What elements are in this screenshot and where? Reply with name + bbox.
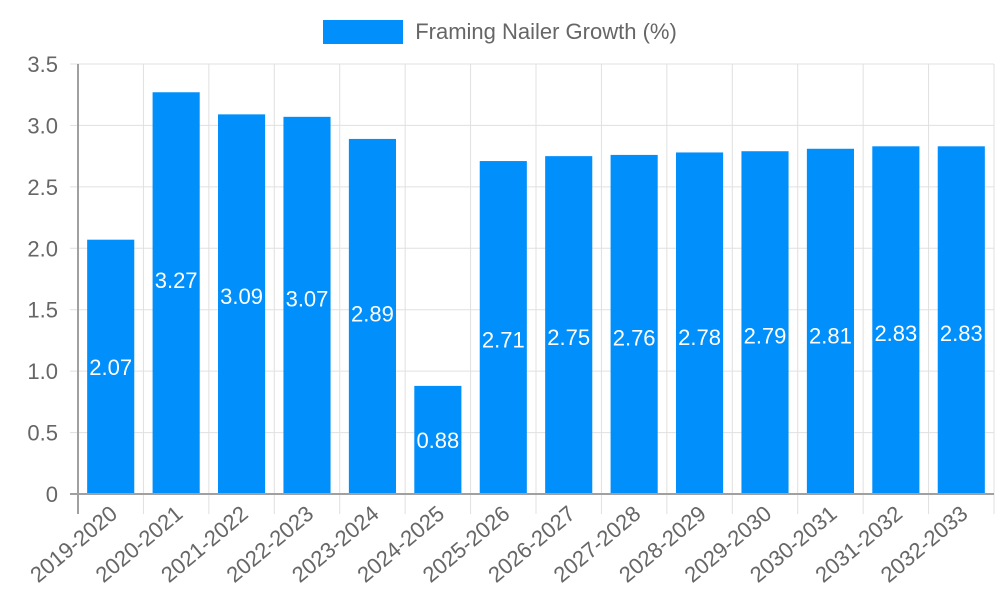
- y-tick-label: 3.0: [27, 113, 58, 138]
- bar: [872, 146, 920, 495]
- bar-value-label: 3.27: [155, 268, 198, 293]
- y-tick-label: 0: [46, 482, 58, 507]
- bar: [937, 146, 985, 495]
- bar-data-labels: 2.07 3.27 3.09 3.07 2.89 0.88 2.71 2.75 2.76 2.78…: [89, 268, 982, 453]
- bar-value-label: 2.07: [89, 355, 132, 380]
- bar: [676, 152, 724, 494]
- bar: [545, 156, 593, 494]
- bar: [218, 114, 266, 494]
- bar: [479, 161, 527, 495]
- bar-value-label: 2.83: [874, 321, 917, 346]
- bar: [806, 148, 854, 494]
- bar-value-label: 2.89: [351, 301, 394, 326]
- bar-value-label: 0.88: [416, 428, 459, 453]
- bar: [414, 385, 462, 494]
- bar-value-label: 3.09: [220, 284, 263, 309]
- bar-value-label: 2.83: [940, 321, 983, 346]
- bar: [741, 151, 789, 494]
- y-tick-label: 1.0: [27, 359, 58, 384]
- bar-value-label: 2.71: [482, 328, 525, 353]
- x-axis-ticks: 2019-20202020-20212021-20222022-20232023…: [25, 501, 972, 588]
- bar: [87, 239, 135, 494]
- bar: [348, 138, 396, 494]
- grid-lines: [70, 63, 995, 514]
- y-tick-label: 3.5: [27, 52, 58, 77]
- legend-swatch: [323, 20, 404, 44]
- bar: [283, 116, 331, 494]
- y-axis-ticks: 0 0.5 1.0 1.5 2.0 2.5 3.0 3.5: [27, 52, 58, 507]
- axes: [70, 64, 994, 514]
- chart-legend[interactable]: Framing Nailer Growth (%): [0, 18, 1000, 46]
- bar-value-label: 2.79: [744, 324, 787, 349]
- bar-value-label: 2.78: [678, 325, 721, 350]
- y-tick-label: 2.0: [27, 236, 58, 261]
- legend-label: Framing Nailer Growth (%): [415, 19, 677, 44]
- bar-value-label: 2.81: [809, 323, 852, 348]
- y-tick-label: 0.5: [27, 421, 58, 446]
- bar: [610, 154, 658, 494]
- bar-value-label: 3.07: [286, 286, 329, 311]
- bars: [87, 92, 985, 495]
- bar: [152, 92, 200, 494]
- bar-value-label: 2.76: [613, 325, 656, 350]
- y-tick-label: 2.5: [27, 175, 58, 200]
- bar-value-label: 2.75: [547, 325, 590, 350]
- y-tick-label: 1.5: [27, 298, 58, 323]
